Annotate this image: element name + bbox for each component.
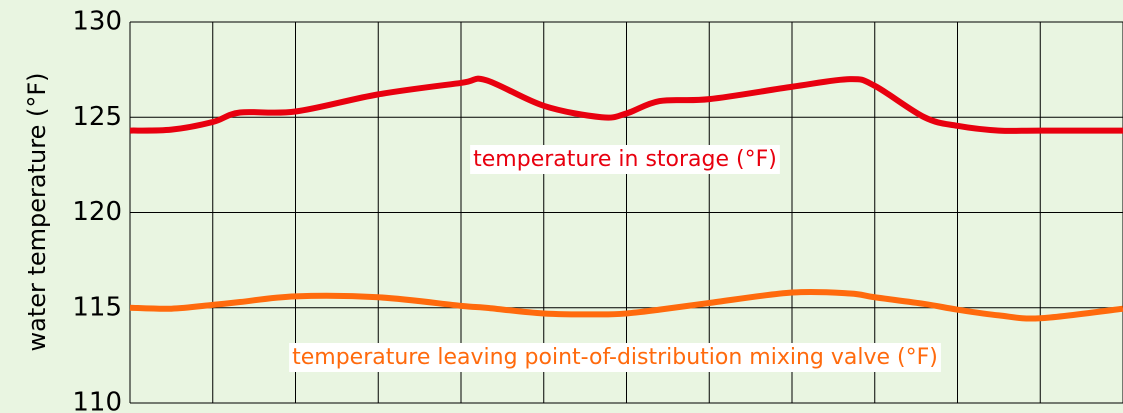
y-tick-label: 110 xyxy=(72,388,122,413)
y-tick-label: 120 xyxy=(72,197,122,227)
series-label-text: temperature in storage (°F) xyxy=(473,147,777,172)
y-tick-label: 130 xyxy=(72,7,122,37)
series-label-text: temperature leaving point-of-distributio… xyxy=(292,345,938,370)
series-label-bg xyxy=(289,343,941,372)
series-line xyxy=(129,288,1123,322)
y-tick-label: 125 xyxy=(72,102,122,132)
y-axis-label: water temperature (°F) xyxy=(23,72,51,351)
series-line xyxy=(129,75,1123,134)
series-label: temperature in storage (°F) xyxy=(470,145,780,174)
series-label: temperature leaving point-of-distributio… xyxy=(289,343,941,372)
y-tick-label: 115 xyxy=(72,292,122,322)
series-label-bg xyxy=(470,145,780,174)
